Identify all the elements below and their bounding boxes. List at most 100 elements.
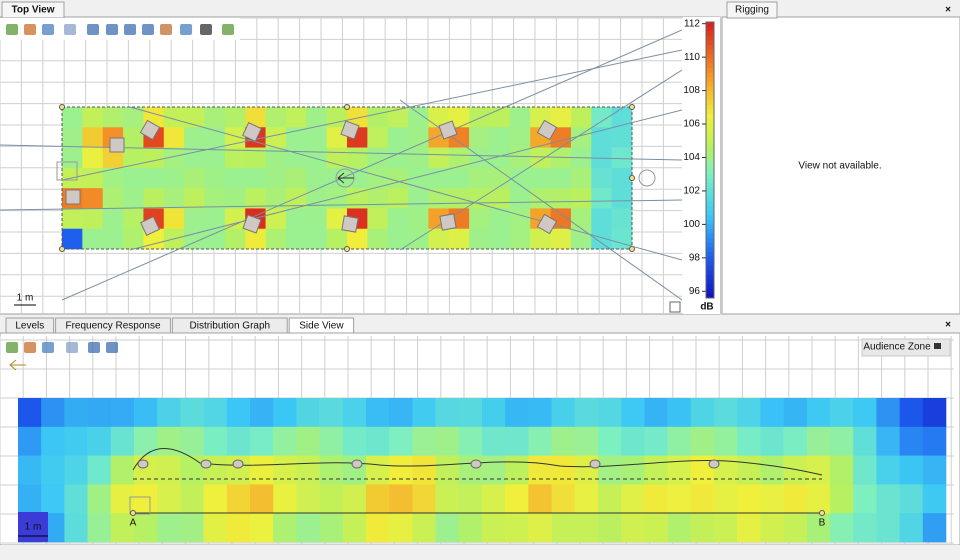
- heat-cell: [203, 484, 228, 514]
- toolbar-icon[interactable]: [6, 342, 18, 353]
- heat-cell: [296, 513, 320, 543]
- handle: [629, 104, 635, 110]
- heat-cell: [110, 484, 135, 514]
- toolbar-icon[interactable]: [66, 342, 78, 353]
- heat-cell: [806, 398, 831, 428]
- toolbar-icon[interactable]: [42, 342, 54, 353]
- heat-cell: [714, 426, 738, 456]
- heat-cell: [428, 188, 450, 209]
- heat-cell: [226, 398, 251, 428]
- heat-cell: [528, 513, 552, 543]
- loudspeaker: [708, 459, 720, 469]
- toolbar-icon[interactable]: [106, 342, 118, 353]
- tab[interactable]: [171, 317, 288, 334]
- heat-cell: [204, 228, 226, 250]
- heat-cell: [528, 398, 552, 428]
- toolbar-icon[interactable]: [106, 24, 118, 35]
- heat-cell: [273, 484, 297, 514]
- heat-cell: [783, 484, 808, 514]
- colorbar-swatch: [706, 224, 714, 230]
- heat-cell: [18, 455, 42, 485]
- heat-cell: [319, 455, 344, 485]
- toolbar-icon[interactable]: [124, 24, 136, 35]
- resize-button[interactable]: [669, 301, 681, 313]
- overlay: [0, 29, 682, 301]
- heat-cell: [123, 127, 144, 148]
- heat-cell: [469, 188, 490, 209]
- close-button[interactable]: ×: [945, 320, 951, 331]
- loudspeaker: [589, 459, 601, 469]
- heat-cell: [505, 484, 529, 514]
- heat-cell: [342, 513, 367, 543]
- colorbar-frame: [705, 21, 715, 299]
- heat-cell: [319, 513, 344, 543]
- colorbar-swatch: [706, 164, 714, 170]
- tab[interactable]: [5, 317, 55, 334]
- heat-cell: [265, 208, 287, 230]
- colorbar-swatch: [706, 270, 714, 276]
- heat-cell: [737, 484, 761, 514]
- heat-cell: [204, 147, 226, 169]
- colorbar-swatch: [706, 206, 714, 212]
- heat-cell: [853, 513, 877, 543]
- heat-cell: [509, 188, 531, 209]
- tab[interactable]: [726, 1, 778, 19]
- toolbar-icon[interactable]: [200, 24, 212, 35]
- toolbar-icon[interactable]: [180, 24, 192, 35]
- toolbar-icon[interactable]: [6, 24, 18, 35]
- heat-cell: [408, 147, 429, 169]
- audience-zone-button[interactable]: [861, 338, 951, 357]
- toolbar-icon[interactable]: [88, 342, 100, 353]
- scale-label: 1 m: [25, 522, 42, 533]
- heat-cell: [435, 484, 460, 514]
- tab[interactable]: [55, 317, 171, 334]
- toolbar-icon[interactable]: [142, 24, 154, 35]
- heat-cell: [853, 398, 877, 428]
- heat-cell: [163, 208, 185, 230]
- heat-cell: [224, 228, 246, 250]
- heat-cell: [143, 147, 165, 169]
- heat-cell: [489, 188, 511, 209]
- heat-cell: [82, 107, 104, 128]
- loudspeaker: [438, 120, 458, 140]
- toolbar-icon[interactable]: [64, 24, 76, 35]
- toolbar-icon[interactable]: [160, 24, 172, 35]
- heat-cell: [134, 426, 158, 456]
- toolbar-icon[interactable]: [222, 24, 234, 35]
- toolbar-icon[interactable]: [42, 24, 54, 35]
- heat-cell: [509, 107, 531, 128]
- heat-cell: [326, 107, 348, 128]
- tab-label: Rigging: [735, 5, 769, 16]
- toolbar-icon[interactable]: [87, 24, 99, 35]
- heat-cell: [285, 107, 307, 128]
- heat-cell: [157, 426, 181, 456]
- colorbar-swatch: [706, 284, 714, 290]
- heat-cell: [273, 513, 297, 543]
- heat-cell: [82, 228, 104, 250]
- colorbar-swatch: [706, 279, 714, 285]
- heat-cell: [428, 107, 450, 128]
- loudspeaker: [200, 459, 212, 469]
- heat-cell: [64, 513, 88, 543]
- heat-cell: [505, 426, 529, 456]
- colorbar-swatch: [706, 95, 714, 101]
- heat-cell: [528, 455, 552, 485]
- toolbar-icon[interactable]: [24, 342, 36, 353]
- toolbar-icon[interactable]: [24, 24, 36, 35]
- heat-cell: [530, 188, 551, 209]
- loudspeaker: [242, 122, 262, 142]
- colorbar-swatch: [706, 160, 714, 166]
- tab[interactable]: [288, 317, 355, 334]
- heat-cell: [570, 188, 592, 209]
- colorbar-swatch: [706, 26, 714, 32]
- origin-marker: [56, 161, 78, 181]
- heat-cell: [469, 167, 490, 189]
- heat-cell: [296, 484, 320, 514]
- heat-cell: [830, 398, 854, 428]
- heat-cell: [184, 107, 205, 128]
- loudspeaker: [242, 214, 262, 234]
- loudspeaker: [232, 459, 244, 469]
- colorbar-swatch: [706, 233, 714, 239]
- close-button[interactable]: ×: [945, 5, 951, 16]
- heat-cell: [448, 167, 470, 189]
